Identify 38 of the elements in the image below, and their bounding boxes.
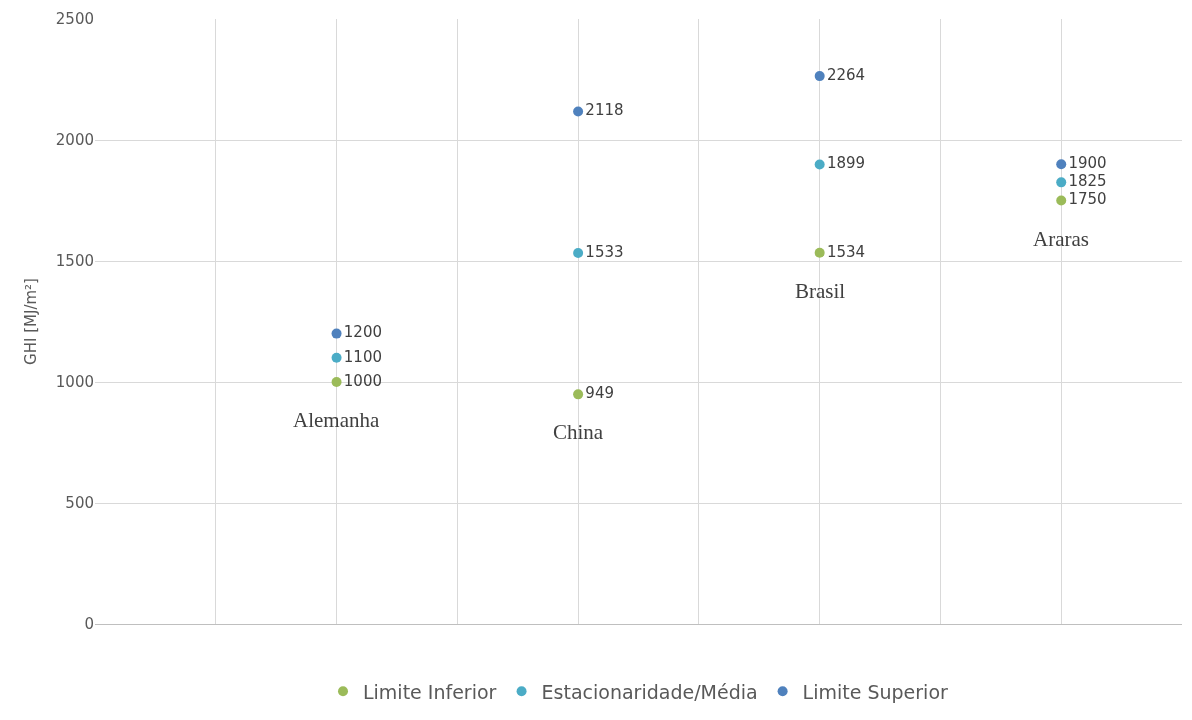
point (814, 159, 825, 170)
data-label: 1100 (343, 347, 382, 366)
data-label: 1534 (826, 242, 866, 261)
data-label: 1200 (343, 323, 382, 342)
data-label: 1533 (585, 242, 624, 261)
legend-label: Limite Superior (802, 680, 949, 703)
y-tick-label: 1500 (55, 252, 94, 271)
annotation: Brasil (795, 279, 846, 303)
legend-label: Estacionaridade/Média (541, 680, 758, 703)
y-axis-title: GHI [MJ/m²] (22, 278, 41, 365)
data-label: 1000 (343, 371, 382, 390)
point (573, 389, 584, 400)
data-label: 1750 (1068, 190, 1107, 209)
point (573, 248, 584, 259)
annotation: Araras (1033, 227, 1089, 251)
y-tick-label: 1000 (55, 373, 94, 392)
y-tick-label: 2000 (55, 131, 94, 150)
point (331, 328, 342, 339)
y-tick-label: 500 (65, 494, 94, 513)
annotation: China (553, 420, 604, 444)
point (1056, 195, 1067, 206)
point (331, 377, 342, 387)
point (814, 71, 825, 82)
annotation: Alemanha (293, 408, 380, 432)
data-label: 1825 (1068, 172, 1107, 191)
data-label: 1899 (826, 154, 866, 173)
data-label: 1900 (1068, 153, 1107, 172)
data-label: 2118 (585, 101, 624, 120)
y-tick-label: 2500 (55, 10, 94, 29)
point (1056, 177, 1067, 188)
point (331, 352, 342, 363)
data-label: 949 (585, 384, 614, 403)
point (1056, 159, 1067, 170)
data-label: 2264 (826, 65, 866, 84)
y-tick-label: 0 (84, 615, 94, 634)
point (814, 247, 825, 258)
point (573, 106, 584, 117)
legend-label: Limite Inferior (363, 680, 497, 703)
